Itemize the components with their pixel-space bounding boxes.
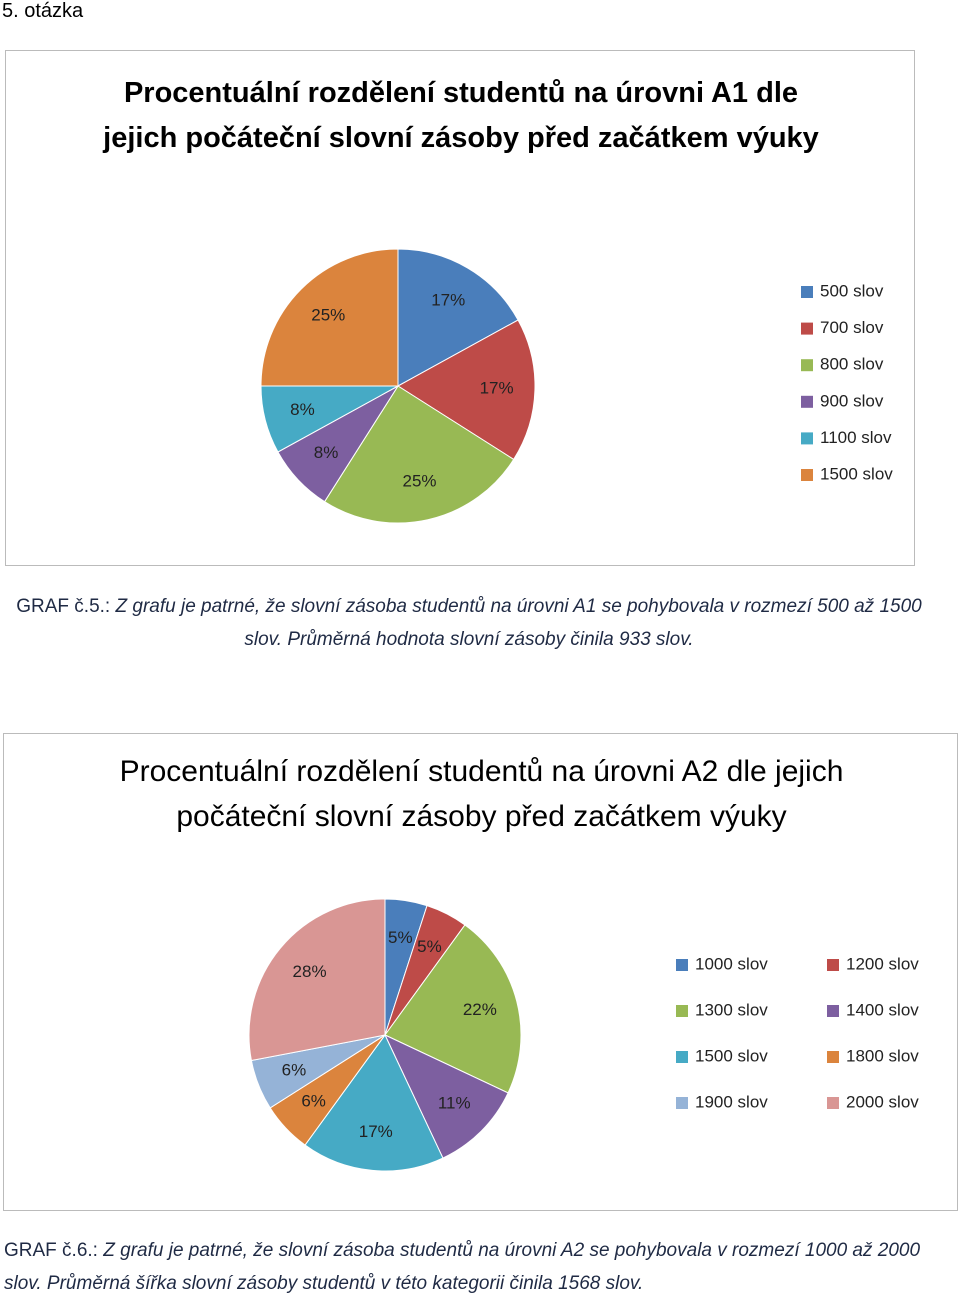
legend-label: 1000 slov (695, 954, 768, 973)
legend-label: 1800 slov (846, 1046, 919, 1065)
legend-swatch (801, 432, 813, 445)
chart-title: Procentuální rozdělení studentů na úrovn… (119, 755, 844, 833)
legend-label: 1500 slov (820, 464, 893, 483)
legend-swatch (676, 1005, 688, 1017)
caption-label: GRAF č.6.: (4, 1240, 98, 1261)
legend-swatch (676, 1051, 688, 1063)
legend-swatch (676, 959, 688, 971)
data-label: 6% (282, 1061, 307, 1080)
legend-label: 1900 slov (695, 1092, 768, 1111)
data-label: 8% (314, 443, 339, 462)
pie-slice (397, 319, 536, 461)
chart-title: Procentuální rozdělení studentů na úrovn… (103, 77, 819, 154)
data-label: 5% (388, 928, 413, 947)
legend-swatch (801, 395, 813, 408)
caption-text: Z grafu je patrné, že slovní zásoba stud… (115, 596, 922, 650)
legend-swatch (801, 322, 813, 335)
legend-label: 1400 slov (846, 1000, 919, 1019)
chart-frame: Procentuální rozdělení studentů na úrovn… (5, 50, 915, 566)
legend-label: 500 slov (820, 281, 884, 300)
data-label: 6% (301, 1092, 326, 1111)
chart: 5% 5% 22% 11% 17% 6% 6% 28% 1000 slov 1200 slov 13… (248, 898, 919, 1172)
heading: 5. otázka (2, 0, 84, 22)
pie-slice (248, 898, 386, 1062)
data-label: 28% (293, 962, 327, 981)
data-label: 25% (311, 306, 345, 325)
chart-frame: Procentuální rozdělení studentů na úrovn… (3, 733, 958, 1211)
chart: 17% 17% 25% 8% 8% 25% 500 slov 700 slov 800 slov… (260, 248, 893, 524)
legend-label: 1300 slov (695, 1000, 768, 1019)
pie-slice (383, 1033, 509, 1159)
legend-label: 1100 slov (820, 428, 892, 447)
data-label: 17% (431, 291, 465, 310)
legend-label: 2000 slov (846, 1092, 919, 1111)
data-label: 22% (463, 1000, 497, 1019)
legend-label: 900 slov (820, 391, 884, 410)
legend-label: 1500 slov (695, 1046, 768, 1065)
legend-label: 800 slov (820, 355, 884, 374)
pie-slice (304, 1034, 444, 1172)
data-label: 17% (359, 1122, 393, 1141)
legend-label: 700 slov (820, 318, 884, 337)
legend-swatch (801, 469, 813, 481)
pie-slice (397, 248, 519, 387)
caption: GRAF č.5.: Z grafu je patrné, že slovní … (4, 590, 934, 656)
legend-swatch (801, 286, 813, 298)
data-label: 8% (290, 400, 315, 419)
legend-label: 1200 slov (846, 954, 919, 973)
legend-swatch (827, 959, 839, 971)
data-label: 5% (417, 937, 442, 956)
legend-swatch (801, 359, 813, 372)
caption: GRAF č.6.: Z grafu je patrné, že slovní … (4, 1234, 954, 1298)
legend-swatch (827, 1051, 839, 1063)
data-label: 17% (480, 379, 514, 398)
pie-slice (323, 385, 515, 524)
legend-swatch (827, 1097, 839, 1109)
data-label: 25% (403, 472, 437, 491)
legend-swatch (676, 1097, 688, 1109)
data-label: 11% (438, 1094, 471, 1113)
pie-slice (260, 248, 399, 387)
caption-label: GRAF č.5.: (16, 596, 111, 617)
caption-text: Z grafu je patrné, že slovní zásoba stud… (4, 1240, 921, 1294)
legend-swatch (827, 1005, 839, 1017)
